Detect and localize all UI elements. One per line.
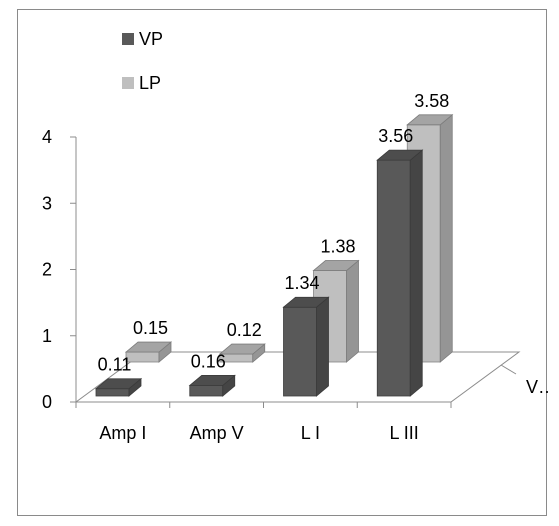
bar-side-face xyxy=(346,259,359,363)
bar-VP xyxy=(94,377,143,397)
bar-top-face xyxy=(124,341,173,353)
y-tick-label: 2 xyxy=(42,260,52,280)
data-label-VP: 0.16 xyxy=(191,351,226,371)
bar-top-face xyxy=(218,343,266,355)
data-label-LP: 0.15 xyxy=(133,318,168,338)
depth-axis-label: V… xyxy=(526,377,548,397)
x-tick-label: Amp I xyxy=(99,423,146,443)
y-tick-label: 4 xyxy=(42,127,52,147)
legend-label: LP xyxy=(139,73,161,93)
legend-item-VP: VP xyxy=(122,29,163,49)
bar-side-face xyxy=(316,296,329,397)
legend-item-LP: LP xyxy=(122,73,161,93)
y-tick-label: 3 xyxy=(42,193,52,213)
data-label-LP: 3.58 xyxy=(414,91,449,111)
legend-label: VP xyxy=(139,29,163,49)
x-tick-label: L III xyxy=(389,423,418,443)
bar-front-face xyxy=(283,306,317,397)
data-label-VP: 1.34 xyxy=(284,273,319,293)
bar-side-face xyxy=(439,113,453,363)
data-label-layer: 0.15 0.12 1.38 3.58 0.11 0.16 1.34 3.56 xyxy=(98,91,450,375)
bar-VP xyxy=(188,374,236,397)
legend-swatch xyxy=(122,33,134,45)
x-tick-label: L I xyxy=(301,423,320,443)
bar-top-face xyxy=(406,114,454,126)
bar-VP xyxy=(282,296,330,397)
bar-top-face xyxy=(188,374,236,386)
y-tick-label: 1 xyxy=(42,326,52,346)
bar-top-face xyxy=(282,296,330,308)
bar-front-face xyxy=(376,159,411,397)
chart-frame: V… 0 1 2 3 4 Amp I Amp V L I L III 0.15 0.12 1.38 3… xyxy=(17,9,548,516)
bar-front-face xyxy=(95,388,130,397)
y-tick-label: 0 xyxy=(42,392,52,412)
data-label-VP: 3.56 xyxy=(378,126,413,146)
floor-outline xyxy=(74,351,521,403)
depth-axis-tick xyxy=(500,364,517,375)
data-label-LP: 0.12 xyxy=(227,320,262,340)
bar-layer xyxy=(94,113,454,397)
chart-floor: V… xyxy=(74,351,548,403)
legend-swatch xyxy=(122,77,134,89)
bar-LP xyxy=(124,341,173,363)
y-axis: 0 1 2 3 4 Amp I Amp V L I L III xyxy=(42,127,452,443)
data-label-LP: 1.38 xyxy=(320,237,355,257)
bar-LP xyxy=(218,343,266,363)
bar-top-face xyxy=(376,149,424,161)
bar-VP xyxy=(376,149,424,397)
bar-top-face xyxy=(94,378,143,390)
x-tick-label: Amp V xyxy=(190,423,244,443)
bar-front-face xyxy=(189,384,224,397)
data-label-VP: 0.11 xyxy=(98,355,132,375)
bar-side-face xyxy=(409,149,423,397)
bar-top-face xyxy=(312,260,360,271)
chart-plot: V… 0 1 2 3 4 Amp I Amp V L I L III 0.15 0.12 1.38 3… xyxy=(42,29,548,443)
legend: VP LP xyxy=(122,29,163,93)
